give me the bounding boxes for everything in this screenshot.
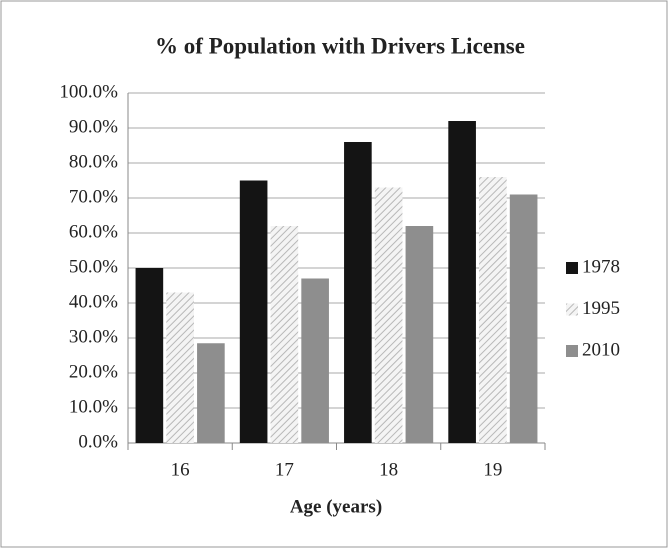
bar <box>239 180 268 443</box>
y-tick-label: 70.0% <box>69 186 118 207</box>
bar <box>344 142 372 443</box>
x-tick-label: 16 <box>171 459 190 480</box>
legend-label: 1978 <box>582 256 620 277</box>
bar <box>270 226 299 443</box>
legend-label: 2010 <box>582 339 620 360</box>
bar <box>301 278 329 443</box>
y-tick-label: 50.0% <box>69 256 118 277</box>
x-tick-label: 18 <box>379 459 398 480</box>
bar <box>135 268 164 443</box>
legend-label: 1995 <box>582 298 620 319</box>
x-tick-label: 17 <box>275 459 294 480</box>
y-tick-label: 100.0% <box>59 81 118 102</box>
y-tick-label: 80.0% <box>69 151 118 172</box>
legend-swatch <box>566 303 578 316</box>
y-tick-label: 10.0% <box>69 396 118 417</box>
y-tick-label: 20.0% <box>69 361 118 382</box>
y-tick-label: 0.0% <box>78 431 118 452</box>
y-tick-label: 90.0% <box>69 116 118 137</box>
bar <box>166 292 194 443</box>
bar <box>197 343 225 443</box>
x-tick-label: 19 <box>483 459 502 480</box>
chart-title: % of Population with Drivers License <box>155 33 525 58</box>
legend-swatch <box>566 262 578 274</box>
x-axis-label: Age (years) <box>290 496 382 517</box>
y-tick-label: 40.0% <box>69 291 118 312</box>
legend-swatch <box>566 345 578 357</box>
bar <box>374 187 403 443</box>
bar <box>479 177 507 443</box>
bar <box>405 226 434 443</box>
y-tick-label: 60.0% <box>69 221 118 242</box>
y-tick-label: 30.0% <box>69 326 118 347</box>
bar <box>509 194 538 443</box>
bar <box>448 121 476 443</box>
